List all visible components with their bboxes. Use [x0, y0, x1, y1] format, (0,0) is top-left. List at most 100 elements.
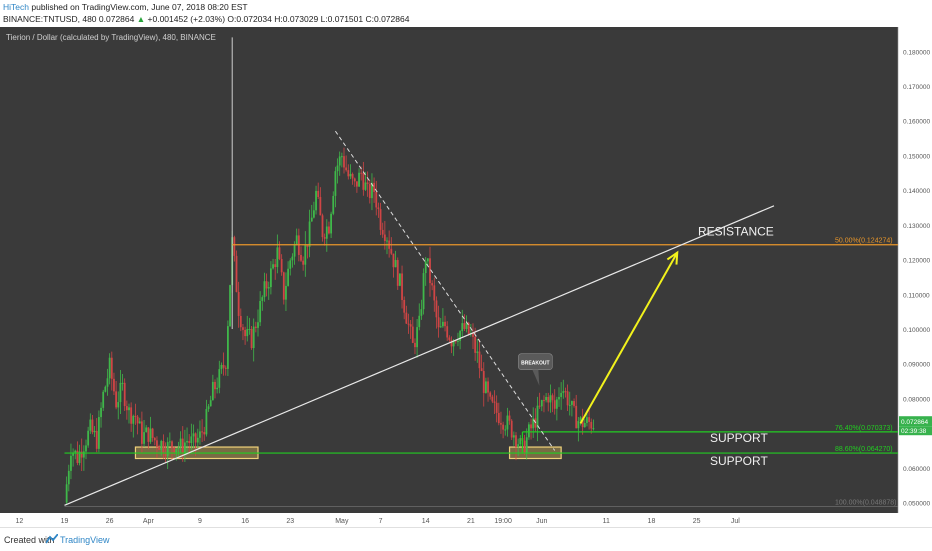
candle-body [201, 431, 203, 433]
candle-body [248, 328, 251, 330]
candle-body [293, 244, 296, 257]
candle-body [517, 444, 520, 447]
candle-body [463, 323, 466, 329]
candle-body [315, 190, 317, 211]
uptrend-line [64, 205, 775, 506]
candle-body [237, 291, 240, 316]
candle-body [530, 424, 532, 429]
x-tick-label: 23 [286, 518, 294, 525]
publish-line: HiTech published on TradingView.com, Jun… [3, 2, 248, 13]
candle-body [123, 382, 126, 407]
candle-body [306, 244, 309, 247]
candle-body [218, 369, 221, 388]
candle-body [209, 400, 212, 407]
support-lower-fib-label: 88.60%(0.064270) [835, 446, 893, 453]
candle-body [467, 322, 470, 334]
candle-body [192, 433, 195, 437]
tradingview-link[interactable]: TradingView [60, 535, 110, 545]
candle-body [186, 440, 188, 443]
candle-body [454, 340, 457, 342]
candle-body [263, 281, 266, 298]
candle-body [457, 340, 459, 342]
candle-body [581, 417, 584, 428]
candle-body [216, 387, 219, 390]
candle-body [547, 396, 550, 403]
candle-body [497, 412, 500, 424]
candle-body [145, 427, 148, 433]
candle-body [211, 381, 214, 401]
candle-body [190, 436, 193, 444]
candle-body [362, 172, 365, 190]
y-tick-label: 0.180000 [903, 49, 930, 56]
x-tick-label: 19:00 [494, 518, 512, 525]
candle-body [244, 329, 246, 337]
candle-body [166, 442, 169, 457]
high-text: H:0.073029 [274, 14, 319, 24]
candle-body [399, 273, 401, 286]
price-axis[interactable] [898, 27, 932, 513]
candle-body [203, 432, 206, 435]
candle-body [100, 407, 102, 418]
candle-body [82, 451, 85, 458]
candle-body [588, 417, 590, 422]
candle-body [254, 326, 257, 328]
candle-body [147, 427, 150, 442]
candle-body [502, 424, 504, 430]
candle-body [555, 399, 558, 409]
candle-body [491, 396, 494, 402]
candle-body [424, 261, 427, 274]
price-chart[interactable]: Tierion / Dollar (calculated by TradingV… [0, 27, 932, 527]
candle-body [426, 258, 429, 262]
candle-body [313, 210, 315, 218]
candle-body [162, 440, 165, 453]
candle-body [117, 402, 120, 408]
candle-body [136, 416, 139, 424]
candle-body [89, 419, 92, 431]
candle-body [119, 382, 122, 403]
candle-body [325, 226, 328, 239]
candle-body [562, 391, 565, 393]
candle-body [504, 429, 507, 431]
candle-body [482, 371, 485, 393]
footer: Created with TradingView [0, 527, 932, 551]
author-link[interactable]: HiTech [3, 2, 29, 12]
candle-body [308, 221, 311, 247]
candle-body [543, 400, 545, 402]
candle-body [493, 401, 496, 403]
candle-body [472, 333, 474, 337]
candle-body [274, 264, 277, 268]
candle-body [347, 170, 350, 177]
candle-body [560, 392, 563, 397]
time-axis[interactable] [0, 513, 932, 527]
candle-body [487, 381, 489, 393]
published-text: published on TradingView.com, June 07, 2… [31, 2, 248, 12]
candle-body [368, 183, 371, 199]
candle-body [558, 396, 560, 400]
candle-body [500, 423, 502, 425]
candle-body [437, 317, 440, 328]
candle-body [545, 396, 547, 401]
candle-body [551, 395, 554, 401]
candle-body [401, 273, 403, 300]
x-tick-label: May [335, 518, 349, 525]
candle-body [480, 368, 483, 372]
candle-body [143, 432, 145, 444]
x-tick-label: Jul [731, 518, 740, 525]
candle-body [495, 402, 498, 413]
candle-body [257, 322, 259, 328]
candle-body [394, 260, 397, 268]
candle-body [442, 321, 444, 327]
candle-body [586, 417, 588, 423]
candle-body [508, 415, 511, 421]
candle-body [411, 326, 414, 343]
candle-body [433, 285, 436, 301]
candle-body [132, 415, 135, 424]
candle-body [233, 237, 236, 256]
candle-body [383, 234, 386, 241]
candle-body [149, 428, 152, 442]
y-tick-label: 0.160000 [903, 119, 930, 126]
x-tick-label: 16 [241, 518, 249, 525]
candle-body [336, 165, 339, 172]
candle-body [338, 156, 341, 166]
candle-body [65, 484, 68, 503]
